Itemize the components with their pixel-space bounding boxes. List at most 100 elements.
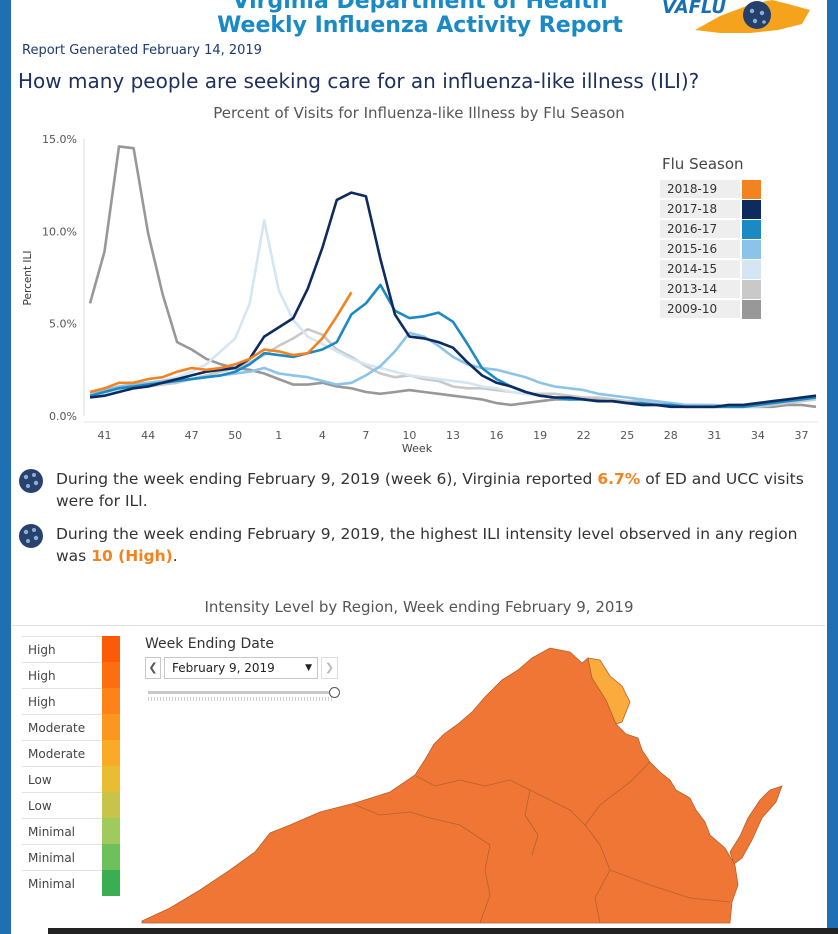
stat-text: During the week ending February 9, 2019 …	[56, 470, 598, 488]
x-tick-label: 31	[707, 429, 721, 442]
intensity-label: Low	[22, 766, 102, 792]
legend-item-label: 2018-19	[660, 179, 740, 199]
intensity-label: High	[22, 662, 102, 688]
legend-swatch-2018-19	[742, 179, 761, 199]
x-tick-label: 13	[446, 429, 460, 442]
bottom-bar	[48, 928, 838, 934]
right-frame-border	[827, 0, 838, 934]
next-week-button[interactable]: ❯	[321, 657, 338, 679]
intensity-legend-row: High	[22, 688, 120, 714]
map-region-main[interactable]	[141, 647, 739, 924]
legend-item[interactable]: 2017-18	[660, 199, 770, 219]
map-region-northern[interactable]	[587, 657, 631, 725]
intensity-legend-row: High	[22, 636, 120, 662]
intensity-swatch	[102, 870, 120, 896]
week-slider-thumb[interactable]	[329, 687, 340, 698]
week-ending-value: February 9, 2019	[172, 661, 275, 675]
intensity-swatch	[102, 818, 120, 844]
legend-item-label: 2014-15	[660, 259, 740, 279]
intensity-label: High	[22, 688, 102, 714]
intensity-swatch	[102, 740, 120, 766]
legend-item-label: 2013-14	[660, 279, 740, 299]
legend-swatch-2014-15	[742, 259, 761, 279]
legend-swatch-2009-10	[742, 299, 761, 319]
intensity-label: Moderate	[22, 714, 102, 740]
map-title: Intensity Level by Region, Week ending F…	[204, 598, 634, 616]
intensity-legend-row: High	[22, 662, 120, 688]
stat-text: During the week ending February 9, 2019,…	[56, 525, 798, 565]
legend-swatch-2015-16	[742, 239, 761, 259]
y-tick-label: 0.0%	[49, 410, 77, 423]
x-tick-label: 25	[620, 429, 634, 442]
x-tick-label: 34	[751, 429, 765, 442]
section-question: How many people are seeking care for an …	[18, 69, 700, 93]
flu-season-legend: Flu Season 2018-19 2017-18 2016-17 2015-…	[660, 155, 770, 319]
legend-item[interactable]: 2009-10	[660, 299, 770, 319]
intensity-label: Minimal	[22, 818, 102, 844]
report-generated-date: Report Generated February 14, 2019	[22, 43, 262, 58]
week-ending-dropdown[interactable]: February 9, 2019 ▼	[164, 657, 318, 679]
virus-icon	[19, 524, 43, 548]
legend-item[interactable]: 2016-17	[660, 219, 770, 239]
legend-item-label: 2016-17	[660, 219, 740, 239]
x-tick-label: 28	[664, 429, 678, 442]
week-ending-label: Week Ending Date	[145, 636, 274, 652]
intensity-legend-row: Minimal	[22, 818, 120, 844]
region-boundary-line	[354, 761, 731, 924]
stat-ili-value: 6.7%	[597, 470, 641, 488]
legend-item[interactable]: 2013-14	[660, 279, 770, 299]
legend-title: Flu Season	[662, 155, 744, 173]
virus-icon	[19, 469, 43, 493]
x-tick-label: 41	[98, 429, 112, 442]
previous-week-button[interactable]: ❮	[145, 657, 161, 679]
legend-swatch-2016-17	[742, 219, 761, 239]
y-tick-label: 5.0%	[49, 318, 77, 331]
x-tick-label: 37	[794, 429, 808, 442]
x-tick-label: 16	[490, 429, 504, 442]
x-tick-label: 7	[362, 429, 369, 442]
y-tick-label: 15.0%	[42, 133, 77, 146]
report-title-line1: Virginia Department of Health	[232, 0, 608, 14]
intensity-legend: High High High Moderate Moderate Low Low…	[22, 636, 120, 896]
week-slider-track[interactable]	[148, 691, 332, 694]
chevron-right-icon: ❯	[324, 661, 335, 674]
caret-down-icon: ▼	[305, 663, 312, 673]
intensity-legend-row: Moderate	[22, 740, 120, 766]
x-tick-label: 44	[141, 429, 155, 442]
intensity-swatch	[102, 688, 120, 714]
intensity-legend-row: Low	[22, 792, 120, 818]
legend-item-label: 2017-18	[660, 199, 740, 219]
intensity-swatch	[102, 766, 120, 792]
legend-item[interactable]: 2015-16	[660, 239, 770, 259]
series-line-2018-19[interactable]	[89, 291, 353, 394]
y-axis-label: Percent ILI	[22, 251, 34, 306]
intensity-label: Moderate	[22, 740, 102, 766]
legend-swatch-2013-14	[742, 279, 761, 299]
ili-line-chart[interactable]: 15.0%10.0%5.0%0.0%41 44 47 50 1 4 7 10 13 16 19 22 2…	[0, 122, 838, 460]
series-line-2017-18[interactable]	[89, 191, 817, 409]
intensity-label: High	[22, 636, 102, 662]
x-tick-label: 4	[319, 429, 326, 442]
intensity-legend-row: Moderate	[22, 714, 120, 740]
intensity-label: Minimal	[22, 844, 102, 870]
y-tick-label: 10.0%	[42, 225, 77, 238]
stat-text: .	[172, 547, 178, 565]
x-tick-label: 10	[402, 429, 416, 442]
left-frame-border	[0, 0, 11, 934]
stat-intensity-value: 10 (High)	[91, 547, 173, 565]
intensity-swatch	[102, 844, 120, 870]
week-slider-ticks	[148, 697, 332, 701]
x-tick-label: 22	[577, 429, 591, 442]
intensity-label: Minimal	[22, 870, 102, 896]
vaflu-logo: VAFLU	[662, 0, 810, 33]
map-region-eastern-shore[interactable]	[729, 785, 783, 865]
x-tick-label: 19	[533, 429, 547, 442]
legend-swatch-2017-18	[742, 199, 761, 219]
virginia-region-map[interactable]	[130, 640, 790, 930]
map-divider	[12, 625, 825, 626]
legend-item[interactable]: 2014-15	[660, 259, 770, 279]
x-tick-label: 47	[185, 429, 199, 442]
legend-item[interactable]: 2018-19	[660, 179, 770, 199]
intensity-swatch	[102, 662, 120, 688]
intensity-swatch	[102, 714, 120, 740]
